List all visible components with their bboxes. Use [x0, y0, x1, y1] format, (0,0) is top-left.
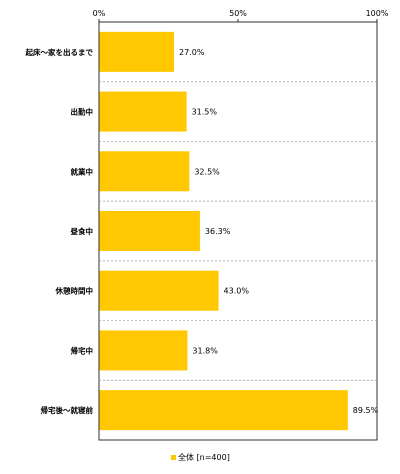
- bar-value-label: 27.0%: [179, 48, 205, 57]
- category-label: 起床～家を出るまで: [25, 47, 94, 57]
- bar-value-label: 32.5%: [194, 167, 220, 176]
- bar-value-label: 31.8%: [192, 346, 218, 355]
- x-tick-label: 0%: [93, 9, 106, 18]
- bar-value-label: 89.5%: [353, 406, 379, 415]
- legend: 全体 [n=400]: [171, 452, 230, 462]
- category-label: 昼食中: [70, 226, 94, 236]
- bar: [99, 91, 187, 132]
- bar: [99, 270, 219, 311]
- bar: [99, 31, 175, 72]
- legend-swatch: [171, 455, 176, 460]
- labels-layer: 0% 50% 100% 27.0% 起床～家を出るまで 31.5% 出勤中 32.5% 就業中 3…: [25, 9, 389, 415]
- grid-layer: [98, 19, 378, 441]
- x-tick-label: 100%: [366, 9, 389, 18]
- bar: [99, 151, 190, 192]
- category-label: 休憩時間中: [55, 286, 94, 296]
- bar-value-label: 36.3%: [205, 227, 231, 236]
- category-label: 帰宅中: [71, 345, 94, 355]
- category-label: 出勤中: [71, 107, 94, 117]
- bar: [99, 330, 188, 371]
- category-label: 就業中: [71, 166, 94, 176]
- x-tick-label: 50%: [229, 9, 247, 18]
- legend-label: 全体 [n=400]: [178, 452, 230, 462]
- category-label: 帰宅後～就寝前: [41, 405, 94, 415]
- bar-value-label: 43.0%: [224, 287, 250, 296]
- bars-layer: [99, 31, 348, 431]
- bar-value-label: 31.5%: [192, 108, 218, 117]
- bar: [99, 211, 200, 251]
- bar: [99, 390, 348, 431]
